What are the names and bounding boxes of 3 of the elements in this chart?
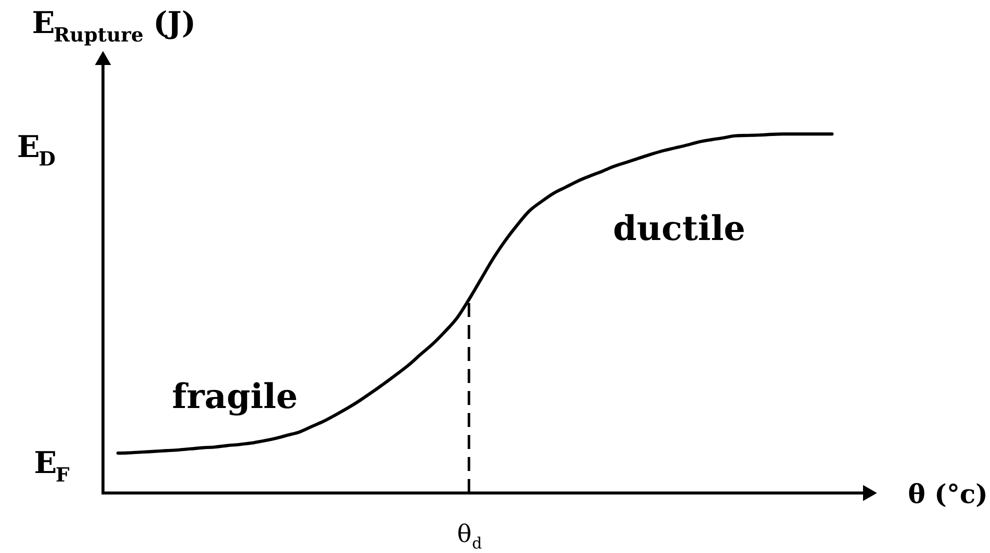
x-axis-title: θ (°c) — [908, 480, 988, 510]
annotation: ductile — [613, 209, 746, 249]
annotation: fragile — [172, 377, 298, 417]
